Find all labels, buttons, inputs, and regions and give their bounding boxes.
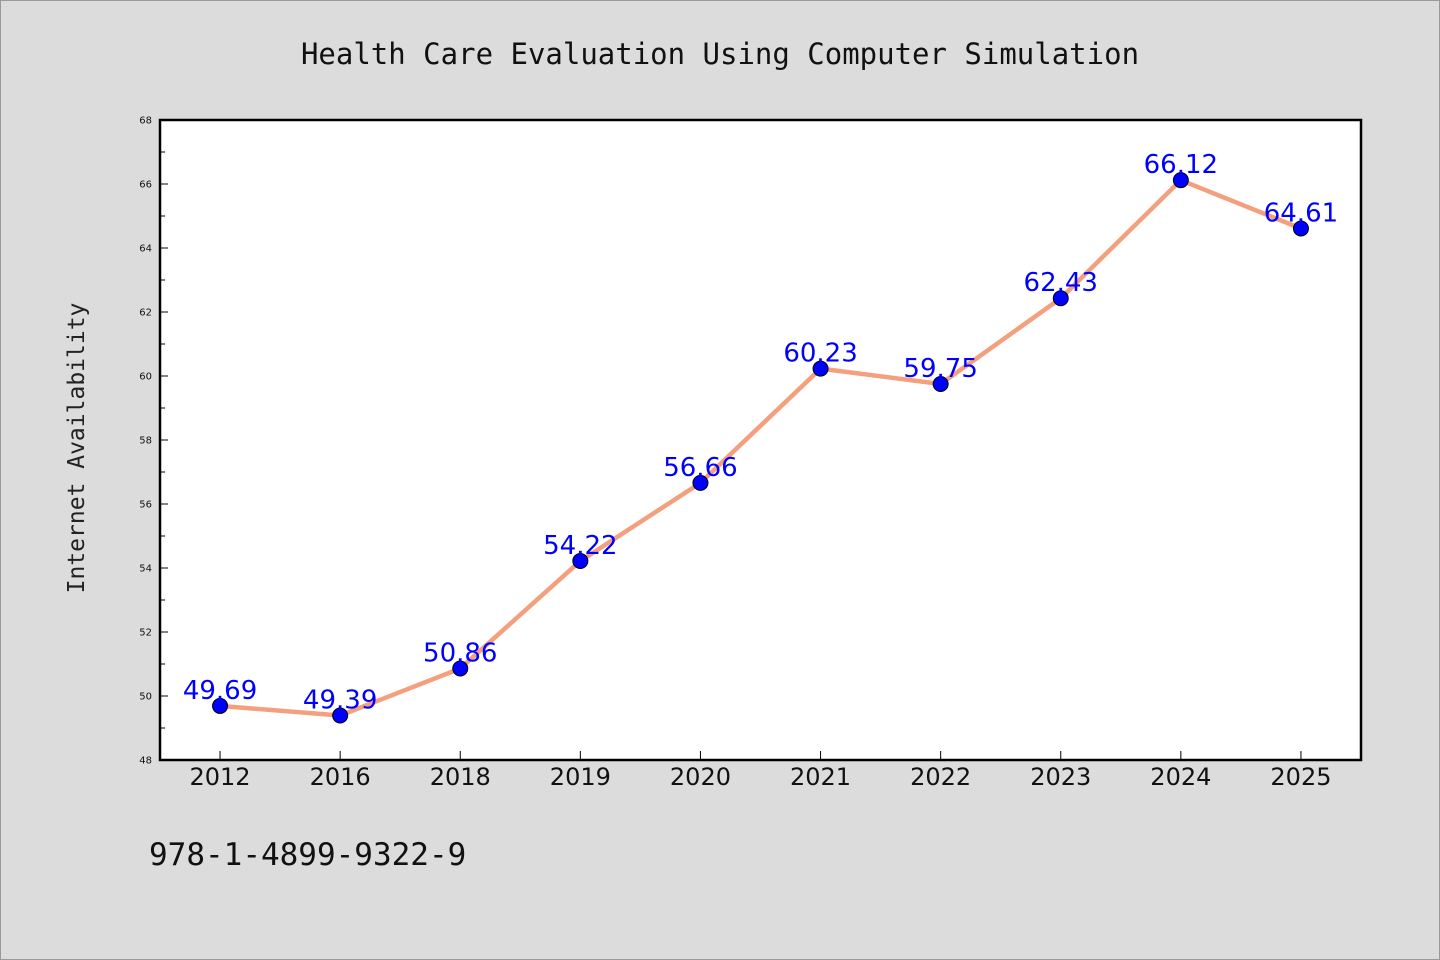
data-point	[1292, 220, 1309, 237]
x-tick-label: 2021	[790, 763, 851, 791]
y-tick-label: 48	[139, 756, 152, 767]
data-label: 59.75	[903, 354, 977, 384]
y-axis-ticks: 48 50 52 54 56 58 60 62 64 66 68	[139, 116, 168, 767]
x-axis-ticks: 2012 2016 2018 2019 2020 2021 2022 2023 2024 2025	[190, 751, 1331, 791]
data-point	[212, 697, 229, 714]
data-point	[332, 707, 349, 724]
y-tick-label: 62	[139, 308, 152, 319]
x-tick-label: 2018	[430, 763, 491, 791]
y-tick-label: 50	[139, 692, 152, 703]
x-tick-label: 2024	[1150, 763, 1211, 791]
y-tick-label: 58	[139, 436, 152, 447]
data-label: 64.61	[1264, 198, 1338, 228]
series-layer: 49.69 49.39 50.86 54.22 56.66 60.23 59.75 62.43…	[183, 150, 1338, 724]
plot-area	[158, 118, 1363, 762]
y-tick-label: 60	[139, 372, 152, 383]
x-tick-label: 2020	[670, 763, 731, 791]
y-tick-label: 56	[139, 500, 152, 511]
x-tick-label: 2012	[190, 763, 251, 791]
data-label: 60.23	[783, 339, 857, 369]
data-point	[1172, 172, 1189, 189]
data-point	[452, 660, 469, 677]
data-point	[692, 474, 709, 491]
x-tick-label: 2025	[1270, 763, 1331, 791]
data-label: 54.22	[543, 531, 617, 561]
x-tick-label: 2023	[1030, 763, 1091, 791]
y-tick-label: 64	[139, 244, 152, 255]
y-tick-label: 66	[139, 180, 152, 191]
data-point	[1052, 290, 1069, 307]
y-axis-label: Internet Availability	[64, 303, 90, 594]
series-line	[217, 177, 1304, 718]
data-label: 62.43	[1024, 268, 1098, 298]
data-label: 50.86	[423, 638, 497, 668]
y-tick-label: 68	[139, 116, 152, 127]
footnote-isbn: 978-1-4899-9322-9	[149, 837, 466, 873]
data-label: 66.12	[1144, 150, 1218, 180]
y-tick-label: 52	[139, 628, 152, 639]
x-tick-label: 2022	[910, 763, 971, 791]
data-label: 56.66	[663, 453, 737, 483]
data-label: 49.39	[303, 686, 377, 716]
x-tick-label: 2016	[310, 763, 371, 791]
x-tick-label: 2019	[550, 763, 611, 791]
data-label: 49.69	[183, 676, 257, 706]
data-point	[572, 552, 589, 569]
data-point	[812, 360, 829, 377]
y-tick-label: 54	[139, 564, 152, 575]
data-point	[932, 376, 949, 392]
chart-title: Health Care Evaluation Using Computer Si…	[301, 37, 1139, 71]
